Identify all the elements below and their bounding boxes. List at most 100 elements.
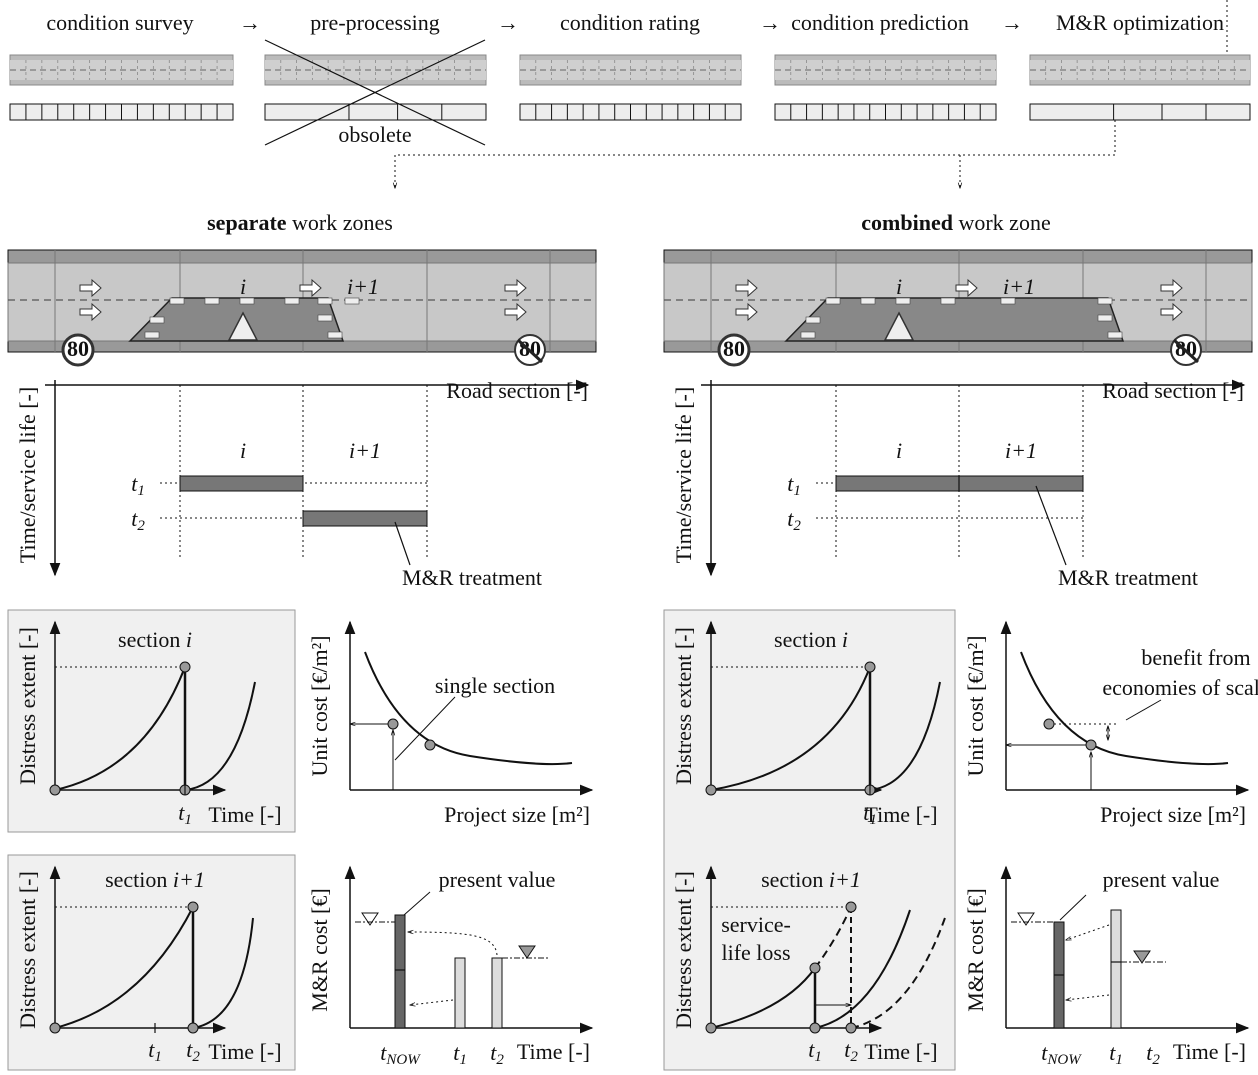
point: [705, 784, 717, 796]
panel-title: combined work zone: [861, 210, 1050, 235]
title-text: section: [105, 867, 167, 892]
cone: [860, 297, 876, 305]
highlight-box: [7, 854, 296, 1071]
cone: [144, 331, 160, 339]
time-sub: 1: [793, 483, 801, 499]
graph-title: section i: [774, 627, 848, 652]
title-var: i: [842, 627, 848, 652]
time-label: t2: [844, 1037, 858, 1065]
treatment-label: M&R treatment: [1058, 565, 1198, 590]
speed-label: 80: [723, 336, 745, 361]
section-label: i: [240, 438, 246, 463]
warning-sign: [883, 311, 915, 341]
point: [845, 1022, 857, 1034]
time-label: t1: [131, 471, 145, 499]
time-base: t: [1109, 1040, 1116, 1065]
time-label: t1: [787, 471, 801, 499]
axis-label: Unit cost [€/m²]: [307, 635, 332, 776]
line: [516, 338, 544, 364]
step-arrow: →: [497, 10, 519, 35]
cone: [825, 297, 841, 305]
point: [809, 1022, 821, 1034]
line: [1172, 338, 1200, 364]
annotation: economies of scale: [1102, 675, 1258, 700]
step-arrow: →: [759, 10, 781, 35]
traffic-arrow: [504, 278, 527, 298]
curve: [814, 909, 911, 1029]
traffic-arrow: [79, 278, 102, 298]
point: [1085, 739, 1097, 751]
point: [705, 1022, 717, 1034]
cone: [204, 297, 220, 305]
axis-label: Unit cost [€/m²]: [963, 635, 988, 776]
time-base: t: [844, 1037, 851, 1062]
cost-bar: [394, 914, 406, 1029]
traffic-arrow: [735, 302, 758, 322]
time-base: t: [787, 471, 794, 496]
cone: [149, 316, 165, 324]
title-text: section: [118, 627, 180, 652]
axis-label: Time [-]: [517, 1039, 590, 1064]
road-section: i+1: [1003, 274, 1035, 299]
point: [187, 901, 199, 913]
line: [1066, 924, 1110, 940]
treatment-bar: [179, 475, 304, 492]
time-label: t2: [490, 1040, 504, 1068]
section-label: i: [896, 438, 902, 463]
time-sub: 1: [154, 1049, 162, 1065]
time-label: t1: [148, 1037, 162, 1065]
cone: [169, 297, 185, 305]
highlight-box: [663, 609, 956, 1071]
time-sub: 1: [137, 483, 145, 499]
section-label: i+1: [1005, 438, 1037, 463]
time-base: t: [1146, 1040, 1153, 1065]
cone: [1097, 297, 1113, 305]
time-base: t: [787, 506, 794, 531]
time-sub: NOW: [385, 1052, 421, 1068]
panel-title: separate work zones: [207, 210, 393, 235]
axis-label: Time/service life [-]: [15, 387, 40, 563]
line: [1066, 994, 1110, 1000]
time-base: t: [453, 1040, 460, 1065]
section-label: i+1: [349, 438, 381, 463]
annotation: single section: [435, 673, 555, 698]
curve: [869, 681, 941, 791]
cone: [805, 316, 821, 324]
time-base: t: [148, 1037, 155, 1062]
cost-bar: [454, 957, 466, 1029]
step-label: condition rating: [560, 10, 700, 35]
cone: [344, 297, 360, 305]
step-label: M&R optimization: [1056, 10, 1224, 35]
time-sub: NOW: [1046, 1052, 1082, 1068]
title-text: section: [761, 867, 823, 892]
line: [1035, 485, 1067, 566]
point: [179, 661, 191, 673]
point: [49, 784, 61, 796]
time-base: t: [380, 1040, 387, 1065]
point: [49, 1022, 61, 1034]
axis-label: Time [-]: [1173, 1039, 1246, 1064]
title-text: section: [774, 627, 836, 652]
cone: [1000, 297, 1016, 305]
step-label: condition prediction: [791, 10, 969, 35]
traffic-arrow: [79, 302, 102, 322]
cone: [317, 297, 333, 305]
step-label: pre-processing: [310, 10, 440, 35]
time-label: t1: [863, 800, 877, 828]
time-sub: 1: [184, 812, 192, 828]
treatment-bar: [302, 510, 428, 527]
curve: [54, 906, 194, 1029]
step-label: condition survey: [46, 10, 193, 35]
time-sub: 1: [459, 1052, 467, 1068]
curve: [850, 914, 947, 1029]
time-sub: 2: [793, 518, 801, 534]
time-label: tNOW: [1041, 1040, 1082, 1068]
time-label: t1: [178, 800, 192, 828]
title-var: i: [186, 627, 192, 652]
axis-label: Time [-]: [864, 1039, 937, 1064]
time-base: t: [131, 506, 138, 531]
time-label: t2: [131, 506, 145, 534]
line: [403, 891, 431, 916]
point: [809, 962, 821, 974]
